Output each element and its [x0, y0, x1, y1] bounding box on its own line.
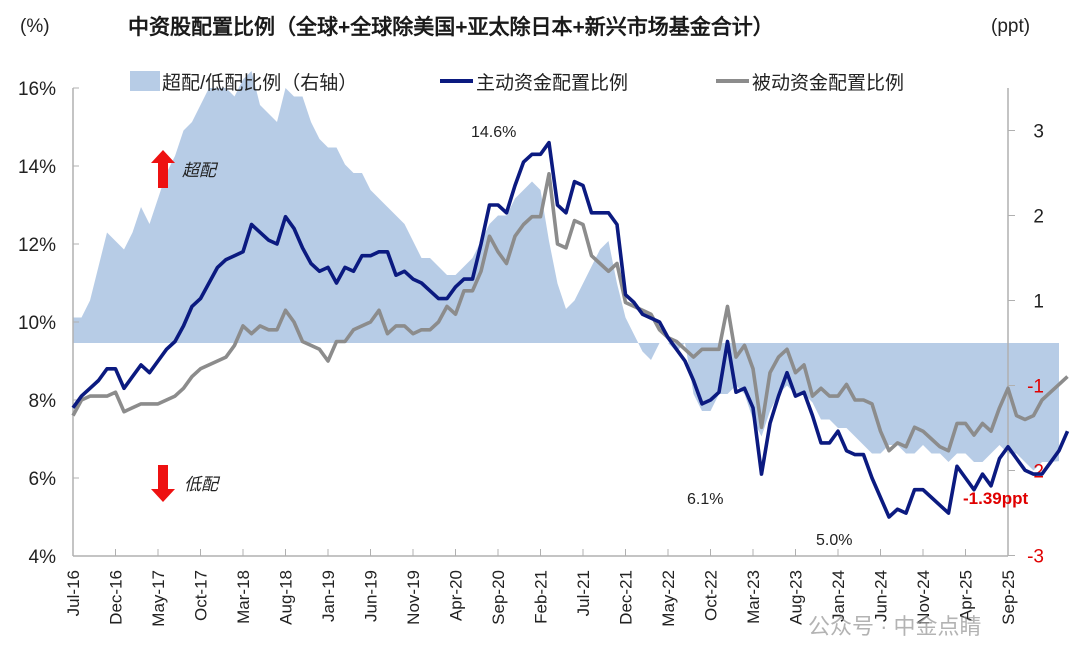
x-tick-label: May-17: [149, 570, 168, 627]
arrow-down-icon: [151, 465, 175, 502]
chart-title: 中资股配置比例（全球+全球除美国+亚太除日本+新兴市场基金合计）: [128, 15, 774, 39]
overweight-label: 超配: [182, 161, 219, 180]
x-tick-label: Jun-24: [872, 570, 891, 622]
left-tick-label: 10%: [18, 313, 56, 334]
annotation-peak: 14.6%: [471, 124, 516, 141]
x-tick-label: Sep-25: [999, 570, 1018, 625]
x-tick-label: Jan-19: [319, 570, 338, 622]
x-tick-label: Jan-24: [829, 570, 848, 622]
legend-label-area: 超配/低配比例（右轴）: [162, 72, 357, 94]
right-tick-label: 3: [1033, 122, 1044, 143]
x-tick-label: Apr-25: [957, 570, 976, 621]
underweight-label: 低配: [184, 475, 221, 494]
left-unit-label: (%): [20, 16, 50, 37]
right-tick-label: 1: [1033, 292, 1044, 313]
annotation-area-end: -1.39ppt: [963, 489, 1029, 508]
left-tick-label: 6%: [29, 469, 57, 490]
x-tick-label: Aug-23: [787, 570, 806, 625]
legend-label-passive: 被动资金配置比例: [752, 72, 904, 94]
x-tick-label: Aug-18: [277, 570, 296, 625]
x-tick-label: Jul-21: [574, 570, 593, 616]
text-layer: (%) 中资股配置比例（全球+全球除美国+亚太除日本+新兴市场基金合计） (pp…: [20, 15, 1030, 639]
x-tick-label: Dec-16: [107, 570, 126, 625]
active-line: [71, 140, 1070, 519]
right-tick-label: -1: [1027, 377, 1044, 398]
x-tick-label: Feb-21: [532, 570, 551, 624]
x-tick-label: Sep-20: [489, 570, 508, 625]
annotation-oct22: 6.1%: [687, 491, 723, 508]
left-tick-label: 14%: [18, 157, 56, 178]
x-tick-label: Nov-19: [404, 570, 423, 625]
x-tick-label: Oct-22: [702, 570, 721, 621]
x-tick-label: Dec-21: [617, 570, 636, 625]
x-tick-label: Oct-17: [192, 570, 211, 621]
x-tick-label: Mar-23: [744, 570, 763, 624]
watermark: 公众号 · 中金点睛: [808, 614, 982, 639]
left-tick-label: 16%: [18, 79, 56, 100]
area-layer: [73, 71, 1059, 471]
left-tick-label: 4%: [29, 547, 57, 568]
right-unit-label: (ppt): [991, 16, 1030, 37]
x-tick-label: Jun-19: [362, 570, 381, 622]
x-tick-label: Apr-20: [447, 570, 466, 621]
legend-label-active: 主动资金配置比例: [476, 72, 628, 94]
right-tick-label: -2: [1027, 462, 1044, 483]
area-overweight-underweight: [73, 71, 1059, 471]
right-tick-label: -3: [1027, 547, 1044, 568]
arrow-up-icon: [151, 150, 175, 188]
left-tick-label: 12%: [18, 235, 56, 256]
right-tick-label: 2: [1033, 207, 1044, 228]
annotation-low: 5.0%: [816, 532, 852, 549]
x-tick-label: Nov-24: [914, 570, 933, 625]
passive-line: [71, 172, 1069, 453]
x-tick-label: Jul-16: [64, 570, 83, 616]
legend-swatch-area: [130, 71, 160, 91]
lines-layer: [71, 140, 1070, 519]
x-tick-label: May-22: [659, 570, 678, 627]
left-tick-label: 8%: [29, 391, 57, 412]
axes: 16% 14% 12% 10% 8% 6% 4% 3 2 1 -1 -2 -3 Jul-16 Dec-16 M…: [18, 79, 1044, 627]
x-tick-label: Mar-18: [234, 570, 253, 624]
